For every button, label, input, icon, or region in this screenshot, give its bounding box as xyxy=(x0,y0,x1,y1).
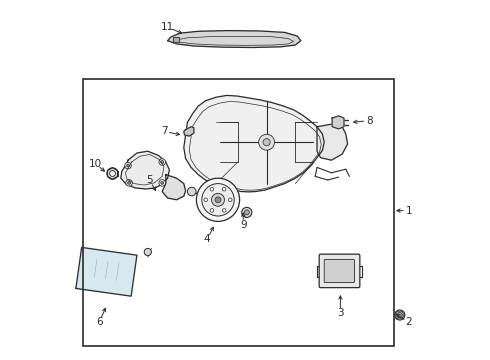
Circle shape xyxy=(202,184,234,216)
Text: 10: 10 xyxy=(89,159,102,169)
Bar xyxy=(83,79,394,346)
Circle shape xyxy=(210,208,214,212)
Circle shape xyxy=(210,188,214,191)
Polygon shape xyxy=(317,124,347,160)
Circle shape xyxy=(397,312,402,318)
FancyBboxPatch shape xyxy=(324,260,354,283)
Polygon shape xyxy=(168,31,301,48)
Circle shape xyxy=(161,161,164,163)
Circle shape xyxy=(228,198,232,202)
Text: 3: 3 xyxy=(337,308,343,318)
Circle shape xyxy=(222,188,226,191)
Polygon shape xyxy=(76,247,137,296)
Text: 9: 9 xyxy=(240,220,246,230)
Polygon shape xyxy=(184,95,324,192)
FancyBboxPatch shape xyxy=(319,254,360,288)
Text: 8: 8 xyxy=(366,116,372,126)
Text: 7: 7 xyxy=(161,126,167,136)
Circle shape xyxy=(107,168,118,179)
Circle shape xyxy=(204,198,208,202)
Circle shape xyxy=(144,248,151,256)
Circle shape xyxy=(222,208,226,212)
Circle shape xyxy=(125,162,131,169)
Circle shape xyxy=(126,180,132,186)
Circle shape xyxy=(187,187,196,196)
Circle shape xyxy=(196,178,240,221)
Circle shape xyxy=(242,207,252,217)
Circle shape xyxy=(395,310,405,320)
Circle shape xyxy=(212,193,224,206)
Polygon shape xyxy=(162,175,186,200)
Text: 4: 4 xyxy=(204,234,211,244)
Text: 1: 1 xyxy=(406,206,412,216)
Circle shape xyxy=(263,139,270,146)
Circle shape xyxy=(159,180,166,186)
Text: 11: 11 xyxy=(161,22,174,32)
Polygon shape xyxy=(121,151,170,189)
Circle shape xyxy=(259,134,274,150)
Polygon shape xyxy=(184,127,194,136)
Circle shape xyxy=(215,197,221,203)
Circle shape xyxy=(245,210,249,215)
Circle shape xyxy=(127,181,130,184)
Polygon shape xyxy=(173,37,179,42)
Circle shape xyxy=(159,159,166,165)
Text: 5: 5 xyxy=(147,175,153,185)
Text: 6: 6 xyxy=(96,317,102,327)
Circle shape xyxy=(161,181,164,184)
Text: 2: 2 xyxy=(406,317,412,327)
Circle shape xyxy=(126,164,129,167)
Polygon shape xyxy=(332,116,344,129)
Circle shape xyxy=(110,171,116,176)
